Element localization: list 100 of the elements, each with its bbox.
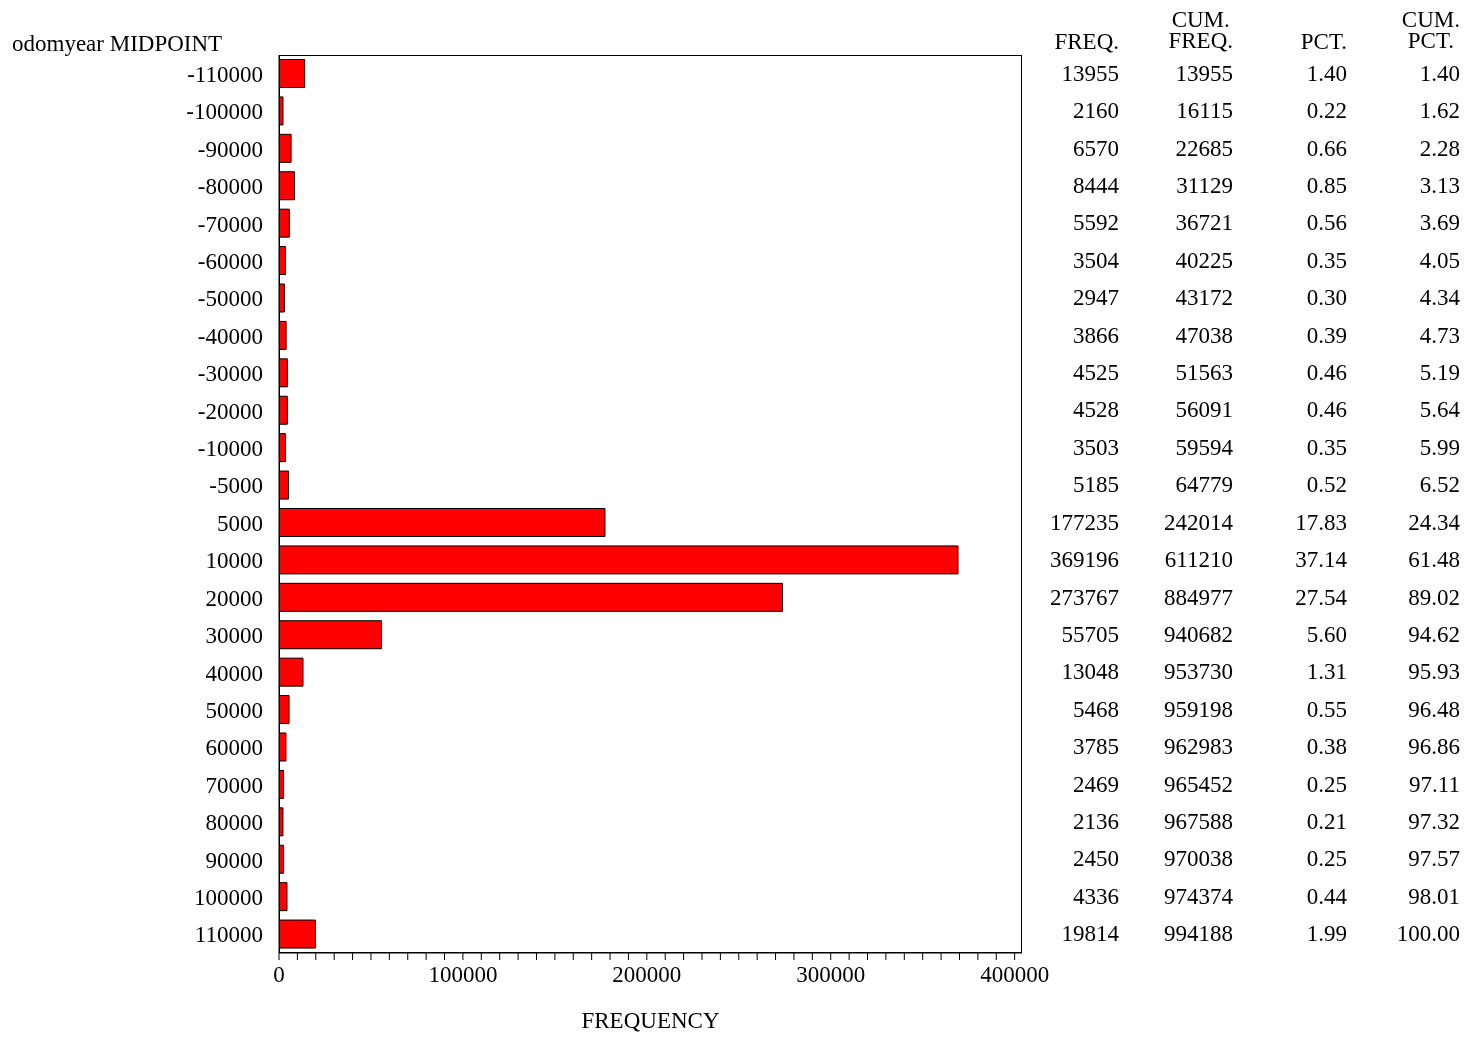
text: 970038 (1164, 846, 1233, 873)
text: 40225 (1175, 247, 1233, 274)
y-tick-label: -5000 (209, 473, 263, 499)
y-tick-label: -90000 (197, 136, 263, 162)
data-label: 3503 (1073, 434, 1119, 461)
text: 0.21 (1306, 809, 1347, 836)
y-tick-label: -60000 (197, 248, 263, 274)
text: 89.02 (1408, 584, 1460, 611)
text: 100.00 (1396, 921, 1460, 948)
text: 13955 (1175, 60, 1233, 87)
text: 967588 (1164, 809, 1233, 836)
text: 5.60 (1306, 621, 1347, 648)
y-tick-label: -20000 (197, 398, 263, 424)
y-tick-label: 110000 (194, 922, 263, 948)
text: 0.46 (1306, 360, 1347, 387)
data-label: 5468 (1073, 696, 1119, 723)
text: 36721 (1175, 210, 1233, 237)
text: 0.55 (1306, 696, 1347, 723)
text: 97.32 (1408, 809, 1460, 836)
data-label: 8444 (1073, 172, 1119, 199)
data-label: 4336 (1073, 883, 1119, 910)
text: 953730 (1164, 659, 1233, 686)
text: 95.93 (1408, 659, 1460, 686)
data-label: 2160 (1073, 98, 1119, 125)
y-tick-label: -30000 (197, 361, 263, 387)
text: PCT. (1300, 29, 1347, 54)
x-tick-label: 100000 (428, 962, 498, 988)
text: 0.46 (1306, 397, 1347, 424)
x-axis-title: FREQUENCY (581, 1008, 720, 1034)
text: 1.31 (1306, 659, 1347, 686)
text: 0.39 (1306, 322, 1347, 349)
y-tick-label: 30000 (205, 623, 263, 649)
text: CUM. FREQ. (1168, 7, 1233, 53)
text: 5.99 (1419, 434, 1460, 461)
y-tick-label: 60000 (205, 735, 263, 761)
y-tick-label: -50000 (197, 286, 263, 312)
text: 4.05 (1419, 247, 1460, 274)
text: 4.73 (1419, 322, 1460, 349)
y-tick-label: -80000 (197, 174, 263, 200)
text: 242014 (1164, 509, 1233, 536)
text: 5.19 (1419, 360, 1460, 387)
text: 94.62 (1408, 621, 1460, 648)
text: 56091 (1175, 397, 1233, 424)
text: 3.13 (1419, 172, 1460, 199)
text: 4.34 (1419, 285, 1460, 312)
x-tick-label: 300000 (796, 962, 866, 988)
text: 884977 (1164, 584, 1233, 611)
data-label: 13955 (1061, 60, 1119, 87)
text: 0.22 (1306, 98, 1347, 125)
y-tick-label: 5000 (217, 510, 263, 536)
text: 0.25 (1306, 846, 1347, 873)
text: 1.62 (1419, 98, 1460, 125)
data-label: 4525 (1073, 360, 1119, 387)
data-label: 2450 (1073, 846, 1119, 873)
text: 98.01 (1408, 883, 1460, 910)
text: 51563 (1175, 360, 1233, 387)
y-tick-label: -70000 (197, 211, 263, 237)
y-tick-label: 10000 (205, 548, 263, 574)
text: 994188 (1164, 921, 1233, 948)
text: 97.57 (1408, 846, 1460, 873)
data-label: 4528 (1073, 397, 1119, 424)
text: 1.40 (1306, 60, 1347, 87)
text: 0.52 (1306, 472, 1347, 499)
text: 959198 (1164, 696, 1233, 723)
data-label: 369196 (1050, 547, 1119, 574)
text: 3.69 (1419, 210, 1460, 237)
data-label: 3785 (1073, 734, 1119, 761)
text: 24.34 (1408, 509, 1460, 536)
text: 31129 (1176, 172, 1233, 199)
x-tick-label: 400000 (980, 962, 1050, 988)
text: 6.52 (1419, 472, 1460, 499)
text: 0.56 (1306, 210, 1347, 237)
y-tick-label: -10000 (197, 436, 263, 462)
text: 962983 (1164, 734, 1233, 761)
text: CUM. PCT. (1401, 7, 1460, 53)
text: 1.99 (1306, 921, 1347, 948)
data-label: 2947 (1073, 285, 1119, 312)
text: 965452 (1164, 771, 1233, 798)
text: 59594 (1175, 434, 1233, 461)
y-tick-label: 20000 (205, 585, 263, 611)
data-label: 13048 (1061, 659, 1119, 686)
y-axis-title: odomyear MIDPOINT (12, 31, 223, 57)
text: 0.85 (1306, 172, 1347, 199)
data-label: 2469 (1073, 771, 1119, 798)
data-label: 6570 (1073, 135, 1119, 162)
y-tick-label: -110000 (187, 61, 263, 87)
text: 5.64 (1419, 397, 1460, 424)
text: 0.44 (1306, 883, 1347, 910)
text: 0.35 (1306, 434, 1347, 461)
text: 0.35 (1306, 247, 1347, 274)
text: 611210 (1164, 547, 1233, 574)
data-label: 273767 (1050, 584, 1119, 611)
text: 0.66 (1306, 135, 1347, 162)
x-tick-label: 0 (273, 962, 285, 988)
data-label: 19814 (1061, 921, 1119, 948)
y-tick-label: 40000 (205, 660, 263, 686)
text: 0.30 (1306, 285, 1347, 312)
y-tick-label: 100000 (194, 885, 263, 911)
y-tick-label: 90000 (205, 847, 263, 873)
text: 0.25 (1306, 771, 1347, 798)
